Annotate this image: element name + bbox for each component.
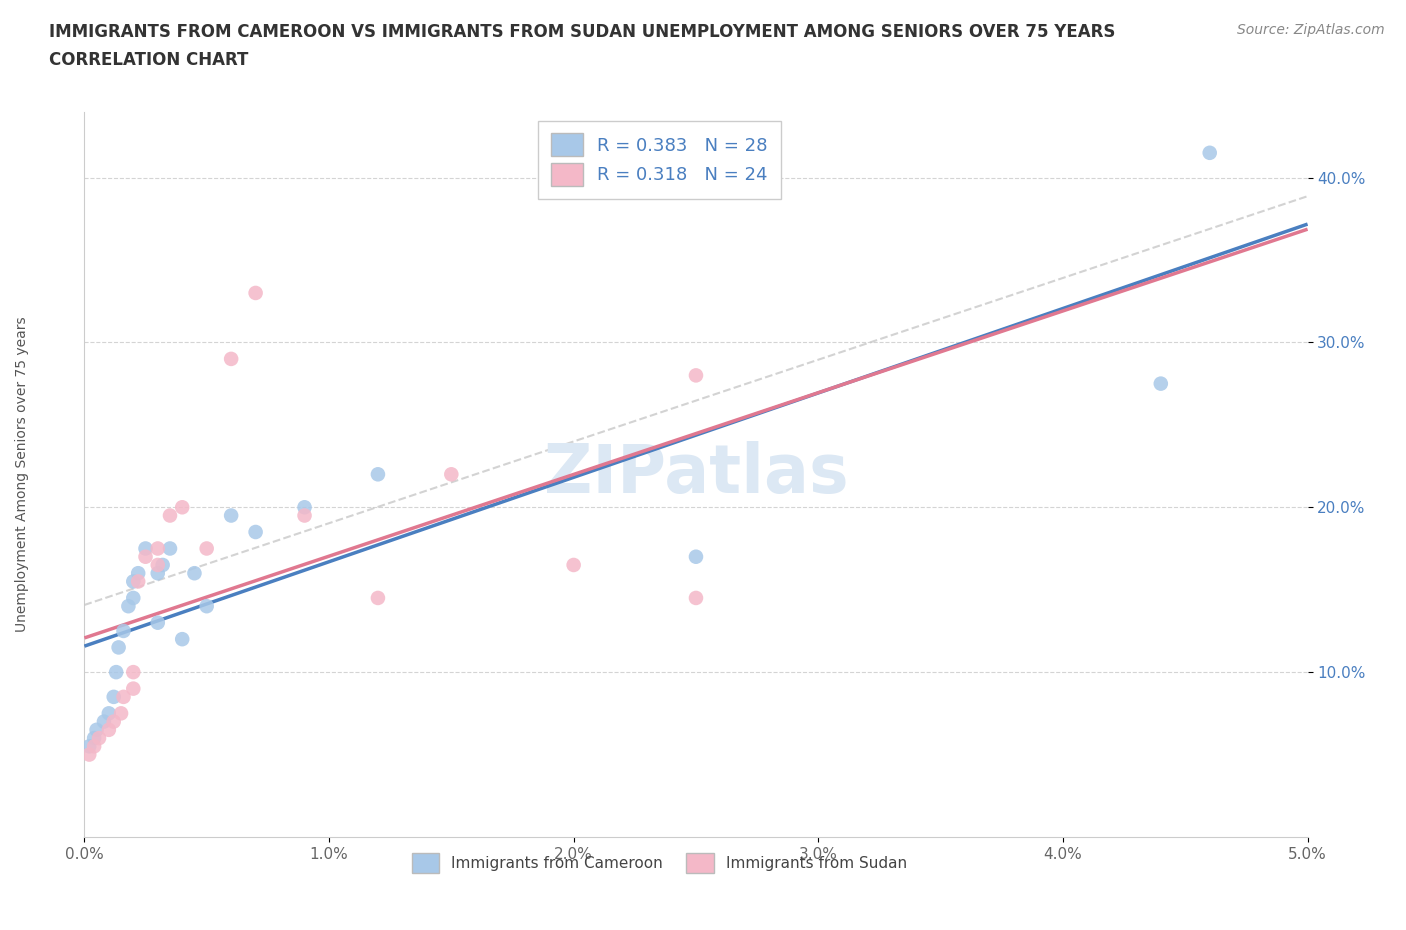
Point bbox=[110, 706, 132, 721]
Point bbox=[183, 565, 205, 580]
Text: ZIPatlas: ZIPatlas bbox=[544, 442, 848, 507]
Point bbox=[562, 557, 585, 572]
Point bbox=[127, 565, 149, 580]
Point bbox=[77, 747, 100, 762]
Point bbox=[122, 591, 145, 605]
Point bbox=[219, 352, 242, 366]
Point bbox=[117, 599, 139, 614]
Point bbox=[159, 541, 181, 556]
Point bbox=[146, 565, 169, 580]
Point bbox=[146, 616, 169, 631]
Point bbox=[97, 706, 120, 721]
Point bbox=[83, 731, 105, 746]
Point bbox=[112, 689, 135, 704]
Point bbox=[685, 550, 707, 565]
Point bbox=[122, 574, 145, 589]
Point bbox=[219, 508, 242, 523]
Y-axis label: Unemployment Among Seniors over 75 years: Unemployment Among Seniors over 75 years bbox=[15, 316, 28, 632]
Text: CORRELATION CHART: CORRELATION CHART bbox=[49, 51, 249, 69]
Point bbox=[440, 467, 463, 482]
Point bbox=[159, 508, 181, 523]
Point bbox=[685, 368, 707, 383]
Point bbox=[195, 541, 218, 556]
Point bbox=[146, 557, 169, 572]
Point bbox=[294, 508, 316, 523]
Point bbox=[172, 499, 194, 514]
Point bbox=[105, 665, 128, 680]
Point bbox=[122, 681, 145, 696]
Point bbox=[245, 525, 267, 539]
Point bbox=[103, 714, 125, 729]
Point bbox=[127, 574, 149, 589]
Point bbox=[97, 723, 120, 737]
Point bbox=[146, 541, 169, 556]
Point bbox=[294, 499, 316, 514]
Point bbox=[135, 550, 157, 565]
Point bbox=[245, 286, 267, 300]
Point bbox=[135, 541, 157, 556]
Point bbox=[1150, 376, 1173, 391]
Point bbox=[83, 738, 105, 753]
Point bbox=[152, 557, 174, 572]
Point bbox=[107, 640, 129, 655]
Point bbox=[93, 714, 115, 729]
Point bbox=[367, 591, 389, 605]
Point bbox=[172, 631, 194, 646]
Point bbox=[87, 731, 110, 746]
Point bbox=[86, 723, 108, 737]
Text: IMMIGRANTS FROM CAMEROON VS IMMIGRANTS FROM SUDAN UNEMPLOYMENT AMONG SENIORS OVE: IMMIGRANTS FROM CAMEROON VS IMMIGRANTS F… bbox=[49, 23, 1115, 41]
Point bbox=[112, 623, 135, 638]
Text: Source: ZipAtlas.com: Source: ZipAtlas.com bbox=[1237, 23, 1385, 37]
Point bbox=[195, 599, 218, 614]
Point bbox=[77, 738, 100, 753]
Point bbox=[1198, 145, 1220, 160]
Legend: Immigrants from Cameroon, Immigrants from Sudan: Immigrants from Cameroon, Immigrants fro… bbox=[404, 845, 914, 880]
Point bbox=[103, 689, 125, 704]
Point bbox=[367, 467, 389, 482]
Point bbox=[122, 665, 145, 680]
Point bbox=[685, 591, 707, 605]
